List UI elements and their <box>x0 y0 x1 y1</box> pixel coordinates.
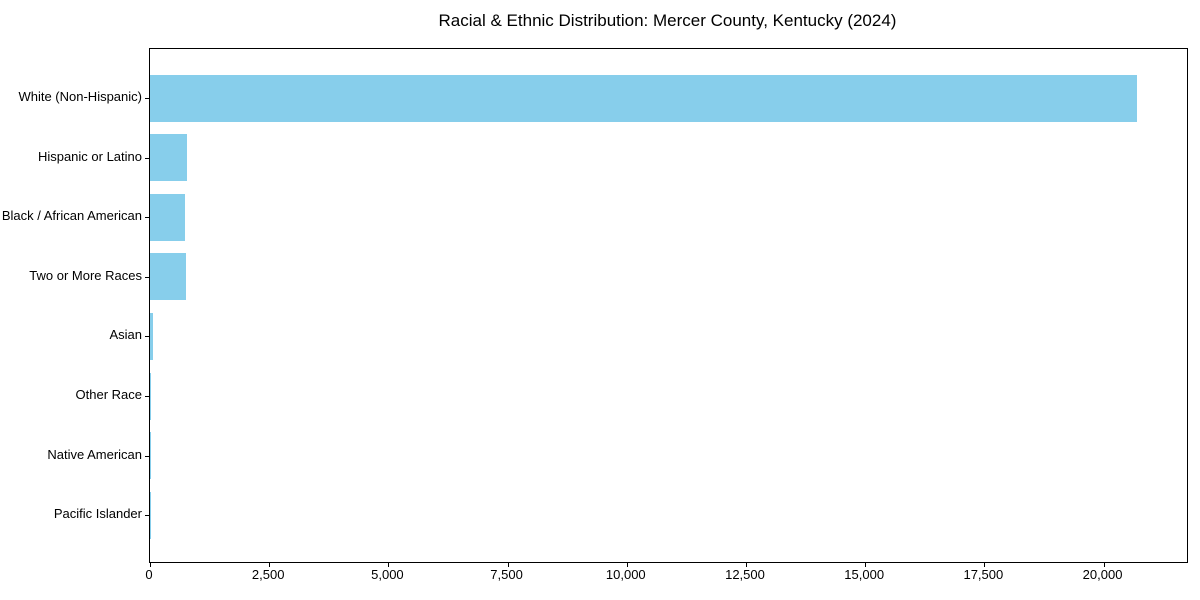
y-tick-label: Other Race <box>75 387 142 402</box>
chart-title: Racial & Ethnic Distribution: Mercer Cou… <box>438 11 897 30</box>
x-tick-label: 0 <box>145 567 153 582</box>
x-tick-mark <box>745 563 747 567</box>
x-tick-label: 17,500 <box>963 567 1004 582</box>
x-tick-label: 10,000 <box>605 567 646 582</box>
y-tick-mark <box>145 396 149 397</box>
y-tick-mark <box>145 455 149 457</box>
x-tick-mark <box>984 563 986 567</box>
x-tick-label: 5,000 <box>371 567 404 582</box>
x-tick-mark <box>865 563 867 567</box>
y-tick-label: White (Non-Hispanic) <box>18 89 142 104</box>
bar-other-race <box>150 372 152 420</box>
bar-white-non-hispanic <box>150 74 1137 122</box>
x-tick-label: 15,000 <box>844 567 885 582</box>
y-tick-mark <box>145 98 149 99</box>
bar-black-african-american <box>150 193 185 241</box>
x-tick-label: 2,500 <box>251 567 285 582</box>
bar-two-or-more-races <box>150 253 186 301</box>
x-tick-mark <box>1103 563 1105 567</box>
y-tick-mark <box>145 336 149 338</box>
y-tick-mark <box>145 217 149 219</box>
x-tick-label: 12,500 <box>725 567 765 582</box>
x-tick-mark <box>388 563 390 567</box>
y-tick-mark <box>145 157 149 159</box>
y-tick-label: Pacific Islander <box>53 506 142 522</box>
plot-area <box>145 48 1188 567</box>
bar-hispanic-or-latino <box>150 134 187 182</box>
x-tick-mark <box>150 563 151 567</box>
y-tick-mark <box>145 276 149 278</box>
y-tick-label: Two or More Races <box>29 267 142 283</box>
y-tick-label: Asian <box>109 327 142 343</box>
y-tick-label: Black / African American <box>1 208 142 224</box>
x-tick-mark <box>626 563 628 567</box>
x-tick-mark <box>269 563 271 567</box>
bar-asian <box>150 312 153 360</box>
y-tick-mark <box>145 515 149 517</box>
y-tick-label: Hispanic or Latino <box>37 148 142 164</box>
y-tick-label: Native American <box>47 446 142 462</box>
x-tick-label: 20,000 <box>1082 567 1123 582</box>
bar-native-american <box>150 432 151 480</box>
x-tick-label: 7,500 <box>490 567 523 582</box>
x-tick-mark <box>507 563 509 567</box>
